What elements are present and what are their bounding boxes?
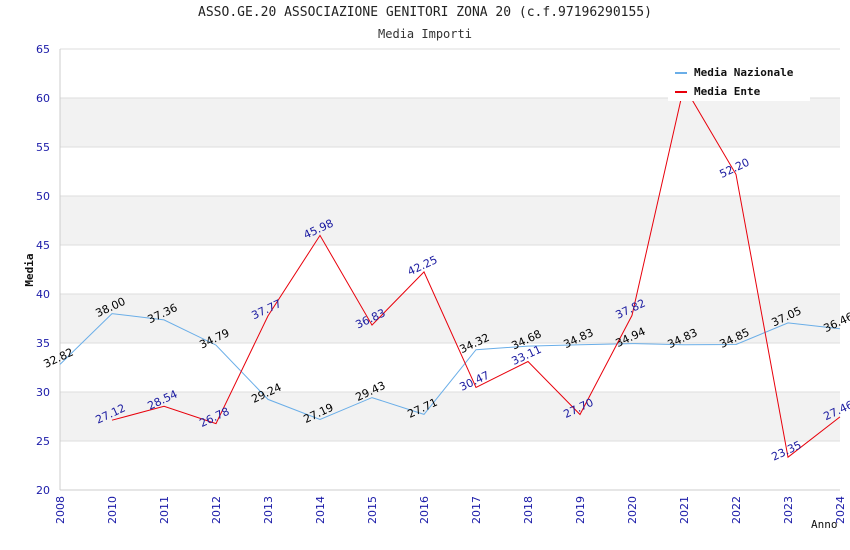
- x-tick-label: 2020: [626, 496, 639, 524]
- y-tick-label: 30: [36, 386, 50, 399]
- y-tick-label: 45: [36, 239, 50, 252]
- axes: [59, 49, 840, 491]
- x-tick-label: 2015: [366, 496, 379, 524]
- x-tick-label: 2014: [314, 496, 327, 524]
- data-label: 52.20: [717, 156, 751, 181]
- y-tick-label: 35: [36, 337, 50, 350]
- x-tick-label: 2012: [210, 496, 223, 524]
- x-ticks: 2008 2010 2011 2012 2013 2014 2015 2016 2017 2018…: [54, 496, 847, 524]
- grid-band: [60, 392, 840, 441]
- grid-band: [60, 294, 840, 343]
- y-tick-label: 20: [36, 484, 50, 497]
- y-tick-label: 40: [36, 288, 50, 301]
- data-label: 23.35: [769, 438, 803, 463]
- legend: Media Nazionale Media Ente: [668, 61, 810, 101]
- series-line-media-nazionale: [59, 313, 841, 421]
- x-tick-label: 2023: [782, 496, 795, 524]
- legend-entry: Media Ente: [694, 85, 761, 98]
- y-tick-label: 25: [36, 435, 50, 448]
- x-tick-label: 2013: [262, 496, 275, 524]
- x-tick-label: 2018: [522, 496, 535, 524]
- x-tick-label: 2017: [470, 496, 483, 524]
- data-label: 30.47: [457, 369, 491, 394]
- grid-bands: [60, 98, 840, 441]
- data-label: 42.25: [405, 253, 439, 278]
- grid-band: [60, 196, 840, 245]
- y-tick-label: 65: [36, 43, 50, 56]
- y-axis-label: Media: [23, 253, 36, 286]
- y-tick-label: 60: [36, 92, 50, 105]
- x-tick-label: 2022: [730, 496, 743, 524]
- x-tick-label: 2019: [574, 496, 587, 524]
- grid-band: [60, 98, 840, 147]
- series-line-media-ente: [111, 84, 841, 459]
- chart-subtitle: Media Importi: [378, 27, 472, 41]
- legend-entry: Media Nazionale: [694, 66, 794, 79]
- legend-box: [668, 61, 810, 101]
- x-tick-label: 2010: [106, 496, 119, 524]
- y-tick-label: 50: [36, 190, 50, 203]
- x-tick-label: 2024: [834, 496, 847, 524]
- x-tick-label: 2011: [158, 496, 171, 524]
- series-lines: [59, 84, 841, 459]
- x-tick-label: 2016: [418, 496, 431, 524]
- x-tick-label: 2008: [54, 496, 67, 524]
- x-tick-label: 2021: [678, 496, 691, 524]
- chart-title: ASSO.GE.20 ASSOCIAZIONE GENITORI ZONA 20…: [198, 5, 652, 20]
- y-tick-label: 55: [36, 141, 50, 154]
- x-axis-label: Anno: [811, 518, 838, 531]
- y-ticks: 20 25 30 35 40 45 50 55 60 65: [36, 43, 50, 497]
